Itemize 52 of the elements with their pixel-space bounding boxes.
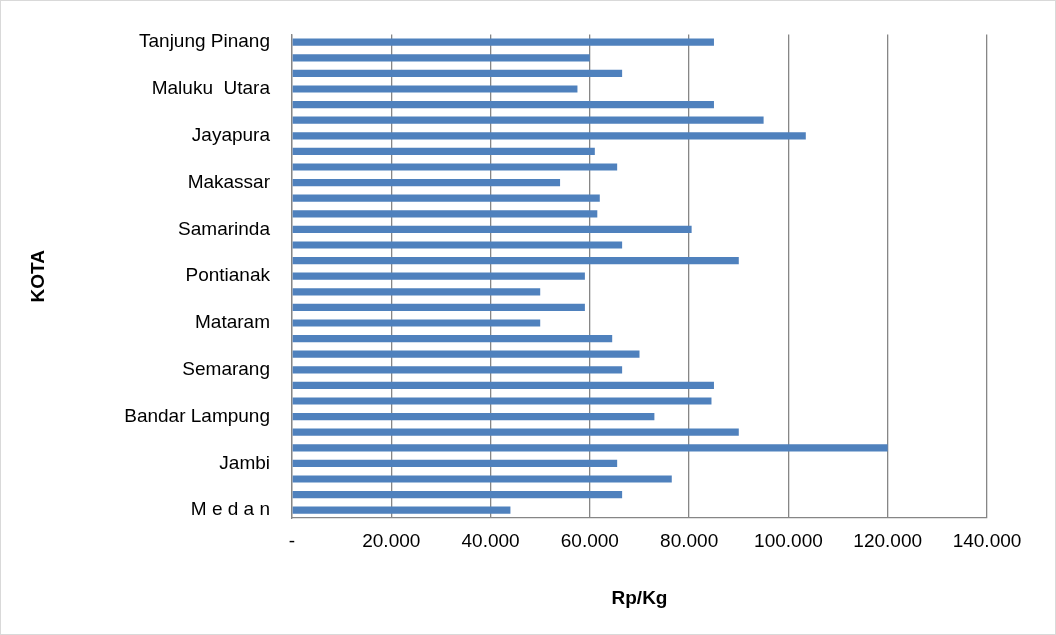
x-tick-label: 20.000 xyxy=(362,529,421,551)
bar xyxy=(292,116,764,124)
bar xyxy=(292,413,655,421)
y-tick-label: Samarinda xyxy=(178,217,271,239)
x-tick-label: 120.000 xyxy=(853,529,923,551)
bar xyxy=(292,288,541,296)
bar xyxy=(292,397,712,405)
bar xyxy=(292,147,595,155)
bar xyxy=(292,428,739,436)
bar xyxy=(292,38,714,46)
bar xyxy=(292,381,714,389)
y-tick-label: Semarang xyxy=(182,358,270,380)
bar xyxy=(292,366,623,374)
y-tick-label: Pontianak xyxy=(185,264,271,286)
bar xyxy=(292,101,714,109)
y-axis-title: KOTA xyxy=(26,249,48,303)
y-tick-label: Makassar xyxy=(187,170,271,192)
bar xyxy=(292,491,623,499)
y-tick-label: Tanjung Pinang xyxy=(139,30,270,52)
x-tick-label: 80.000 xyxy=(660,529,719,551)
y-tick-label: Bandar Lampung xyxy=(124,404,270,426)
bar xyxy=(292,85,578,93)
bar xyxy=(292,225,692,233)
x-tick-label: 100.000 xyxy=(754,529,823,551)
bar xyxy=(292,272,585,280)
bar xyxy=(292,69,623,77)
bar xyxy=(292,179,561,187)
bar xyxy=(292,459,618,467)
y-tick-label: Jambi xyxy=(219,451,270,473)
x-tick-label: 40.000 xyxy=(461,529,520,551)
bar xyxy=(292,335,613,343)
bar xyxy=(292,194,600,202)
bar xyxy=(292,132,806,140)
x-tick-label: - xyxy=(288,529,296,551)
bar xyxy=(292,257,739,265)
bar xyxy=(292,506,511,514)
x-axis-title: Rp/Kg xyxy=(611,586,668,608)
bar xyxy=(292,319,541,327)
y-tick-label: Mataram xyxy=(195,311,270,333)
y-tick-label: M e d a n xyxy=(190,498,270,520)
bar xyxy=(292,210,598,218)
bar xyxy=(292,475,672,483)
bar xyxy=(292,444,888,452)
bar xyxy=(292,303,585,311)
x-tick-label: 140.000 xyxy=(952,529,1022,551)
x-tick-label: 60.000 xyxy=(560,529,619,551)
y-tick-label: Jayapura xyxy=(191,124,271,146)
y-tick-label: Maluku Utara xyxy=(151,77,271,99)
bar xyxy=(292,54,590,62)
bar xyxy=(292,350,640,358)
bar xyxy=(292,163,618,171)
bar xyxy=(292,241,623,249)
